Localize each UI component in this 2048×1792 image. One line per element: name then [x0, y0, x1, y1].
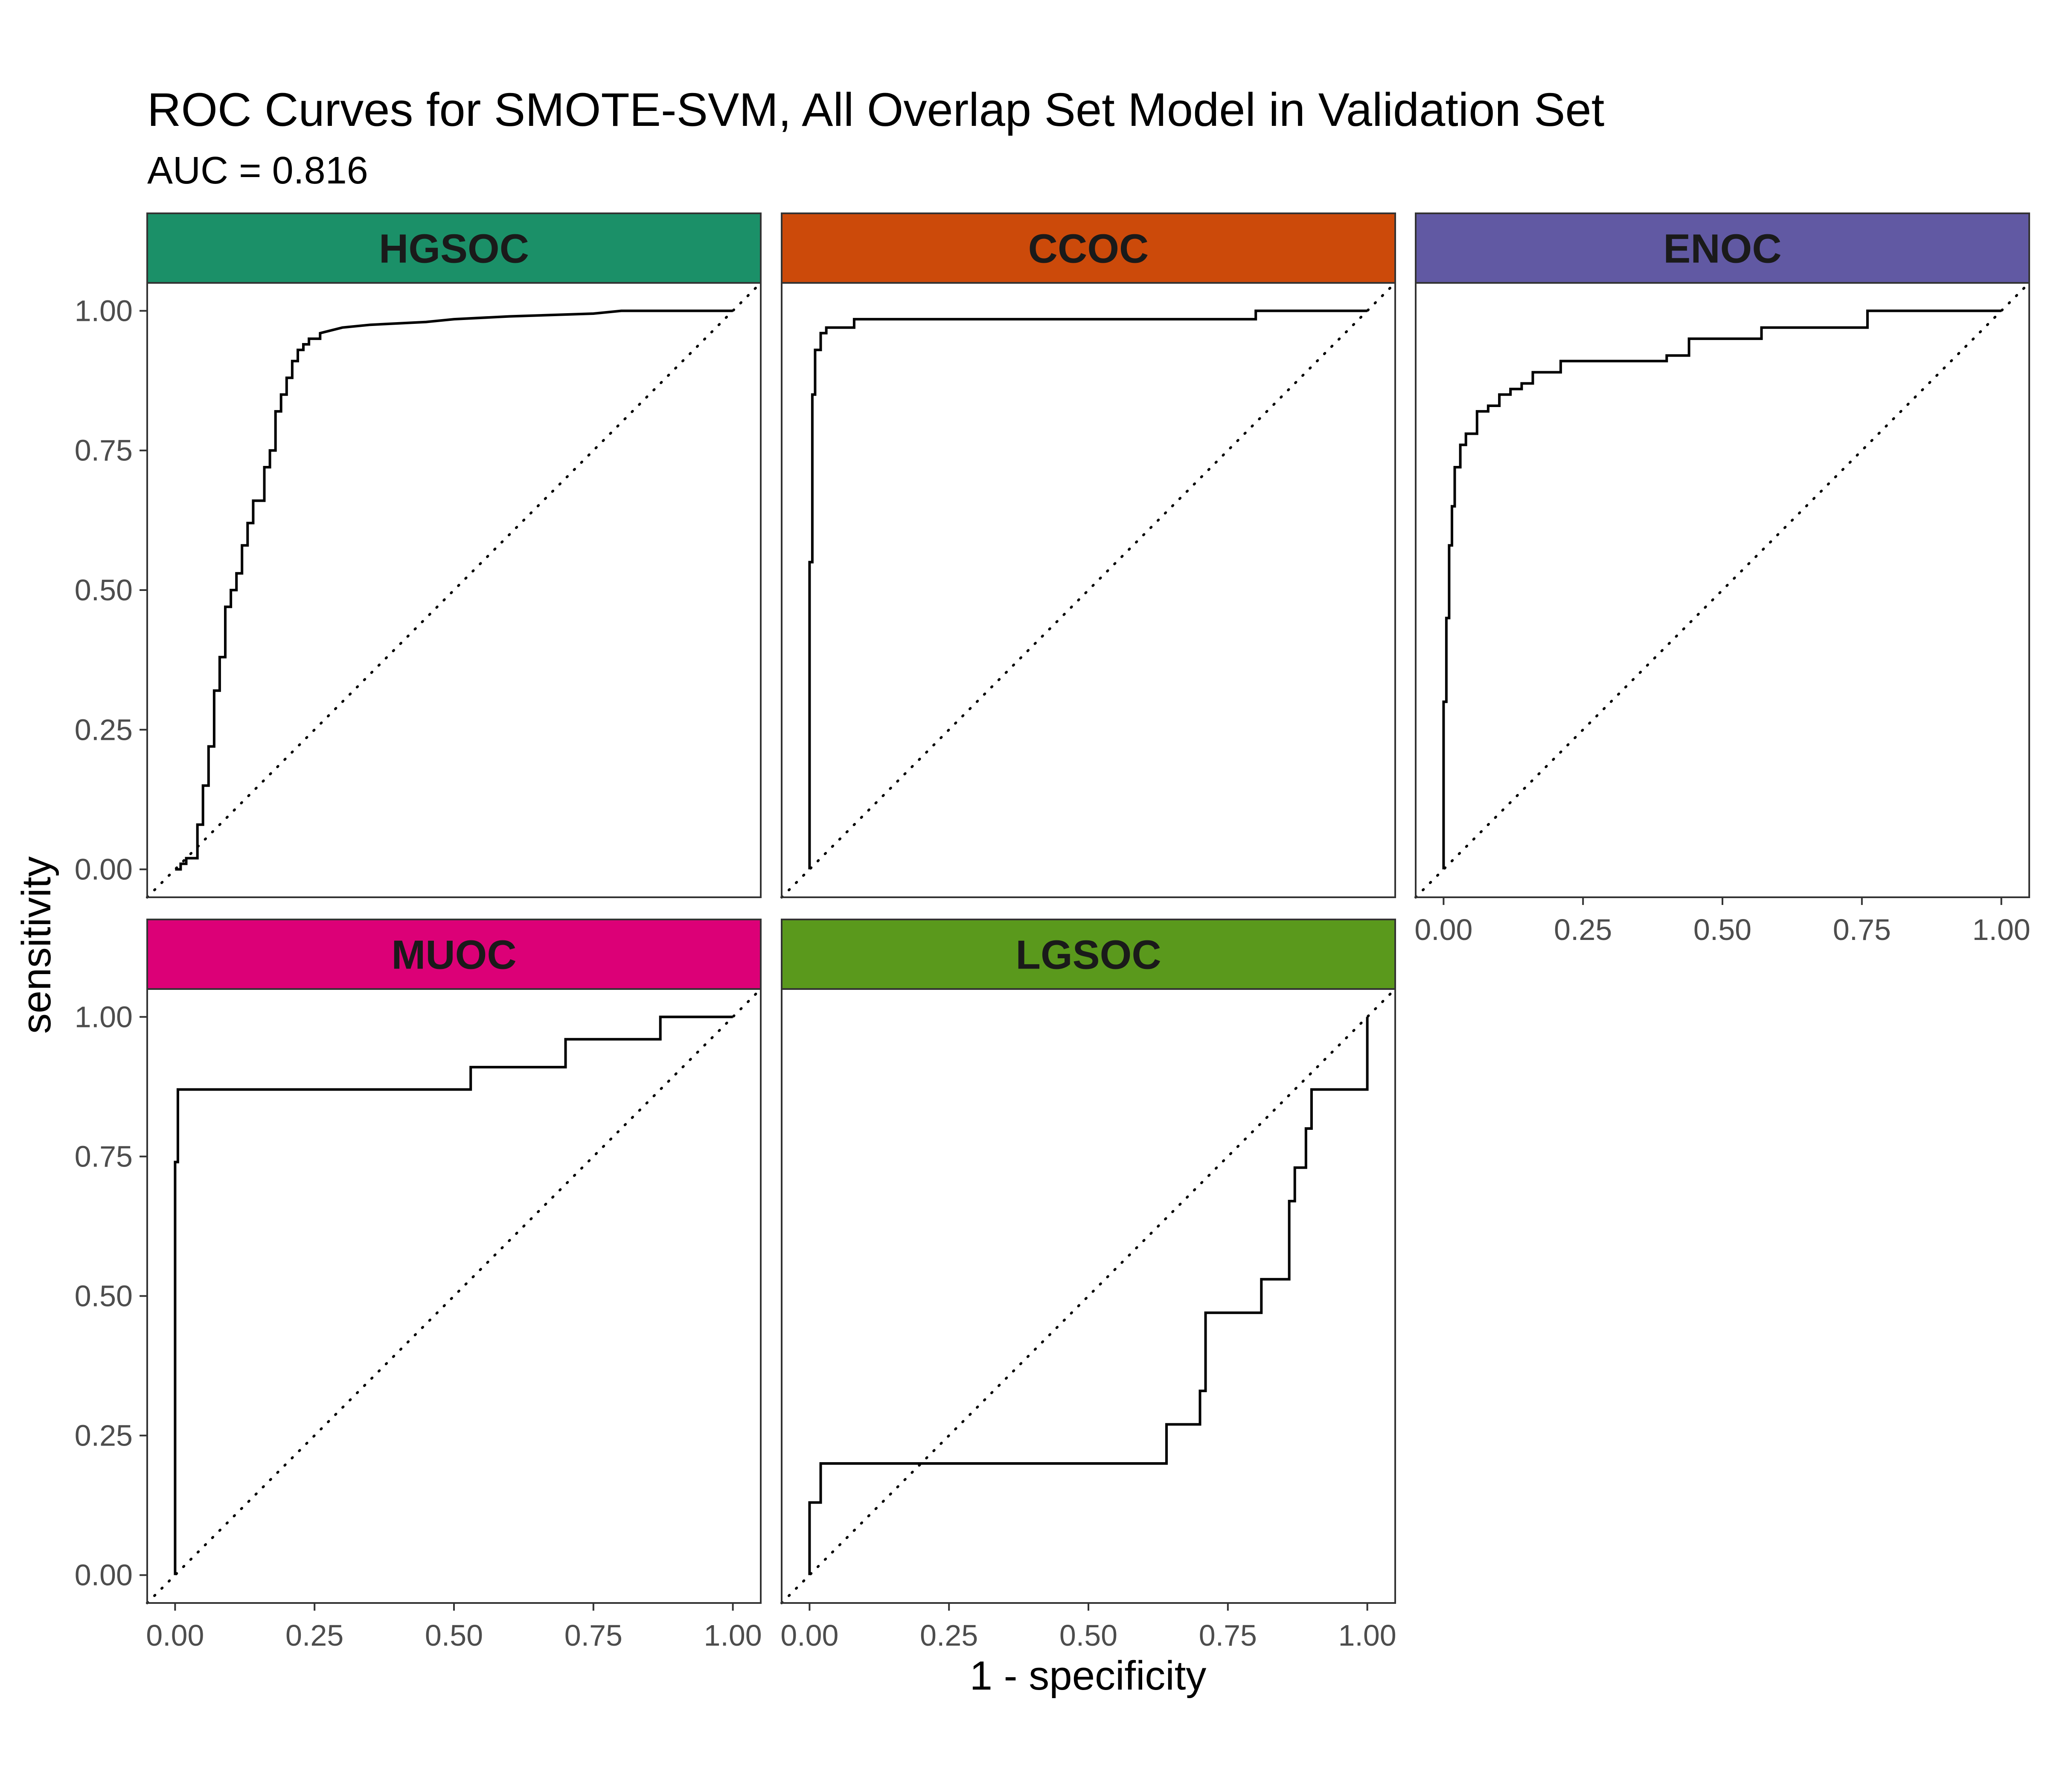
- x-tick-label-lgsoc: 0.75: [1199, 1619, 1257, 1652]
- reference-diagonal-hgsoc: [146, 282, 762, 899]
- chart-title: ROC Curves for SMOTE-SVM, All Overlap Se…: [147, 84, 1604, 136]
- x-tick-label-enoc: 0.50: [1693, 913, 1751, 946]
- x-tick-label-enoc: 0.00: [1414, 913, 1472, 946]
- chart-subtitle: AUC = 0.816: [147, 149, 368, 192]
- y-tick-label-hgsoc: 0.25: [75, 713, 133, 746]
- y-tick-label-hgsoc: 1.00: [75, 294, 133, 327]
- panel-ccoc: CCOC: [780, 212, 1396, 899]
- x-tick-label-muoc: 0.00: [146, 1619, 204, 1652]
- facet-panels: HGSOC 0.00 0.25 0.50 0.75 1.00 CCOC ENOC 0.00 0.2…: [75, 212, 2031, 1652]
- strip-label-hgsoc: HGSOC: [379, 226, 529, 272]
- roc-curve-enoc: [1442, 309, 2001, 870]
- y-tick-label-muoc: 1.00: [75, 1000, 133, 1033]
- y-tick-label-muoc: 0.75: [75, 1140, 133, 1173]
- y-tick-label-muoc: 0.00: [75, 1559, 133, 1592]
- y-tick-label-hgsoc: 0.50: [75, 573, 133, 607]
- panel-border-ccoc: [781, 282, 1396, 898]
- reference-diagonal-enoc: [1414, 282, 2031, 899]
- y-tick-label-muoc: 0.25: [75, 1419, 133, 1452]
- strip-label-muoc: MUOC: [391, 932, 516, 978]
- x-tick-label-muoc: 0.25: [285, 1619, 343, 1652]
- panel-hgsoc: HGSOC 0.00 0.25 0.50 0.75 1.00: [75, 212, 762, 899]
- x-axis-title: 1 - specificity: [970, 1653, 1207, 1699]
- reference-diagonal-lgsoc: [780, 988, 1396, 1604]
- panel-muoc: MUOC 0.00 0.25 0.50 0.75 1.00 0.00 0.25 0.50 0.75…: [75, 919, 762, 1652]
- reference-diagonal-muoc: [146, 988, 762, 1604]
- roc-curve-lgsoc: [808, 1017, 1369, 1575]
- strip-enoc: [1415, 212, 2030, 284]
- strip-lgsoc: [781, 919, 1396, 990]
- x-tick-label-lgsoc: 0.25: [920, 1619, 978, 1652]
- roc-curve-ccoc: [808, 309, 1367, 870]
- panel-enoc: ENOC 0.00 0.25 0.50 0.75 1.00: [1414, 212, 2031, 946]
- panel-lgsoc: LGSOC 0.00 0.25 0.50 0.75 1.00: [780, 919, 1396, 1652]
- roc-curve-muoc: [174, 1015, 733, 1575]
- strip-muoc: [146, 919, 762, 990]
- x-tick-label-lgsoc: 1.00: [1338, 1619, 1396, 1652]
- y-axis-title: sensitivity: [14, 856, 59, 1034]
- roc-curve-hgsoc: [175, 309, 733, 871]
- x-tick-label-muoc: 0.75: [564, 1619, 623, 1652]
- y-tick-label-hgsoc: 0.00: [75, 853, 133, 886]
- strip-label-lgsoc: LGSOC: [1015, 932, 1161, 978]
- strip-label-enoc: ENOC: [1663, 226, 1781, 272]
- y-tick-label-hgsoc: 0.75: [75, 434, 133, 467]
- reference-diagonal-ccoc: [780, 282, 1396, 899]
- x-tick-label-lgsoc: 0.00: [780, 1619, 838, 1652]
- x-tick-label-lgsoc: 0.50: [1059, 1619, 1117, 1652]
- strip-hgsoc: [146, 212, 762, 284]
- x-tick-label-muoc: 0.50: [425, 1619, 483, 1652]
- x-tick-label-enoc: 0.25: [1554, 913, 1612, 946]
- strip-label-ccoc: CCOC: [1028, 226, 1149, 272]
- x-tick-label-muoc: 1.00: [704, 1619, 762, 1652]
- y-tick-label-muoc: 0.50: [75, 1280, 133, 1313]
- strip-ccoc: [781, 212, 1396, 284]
- x-tick-label-enoc: 1.00: [1972, 913, 2031, 946]
- x-tick-label-enoc: 0.75: [1833, 913, 1891, 946]
